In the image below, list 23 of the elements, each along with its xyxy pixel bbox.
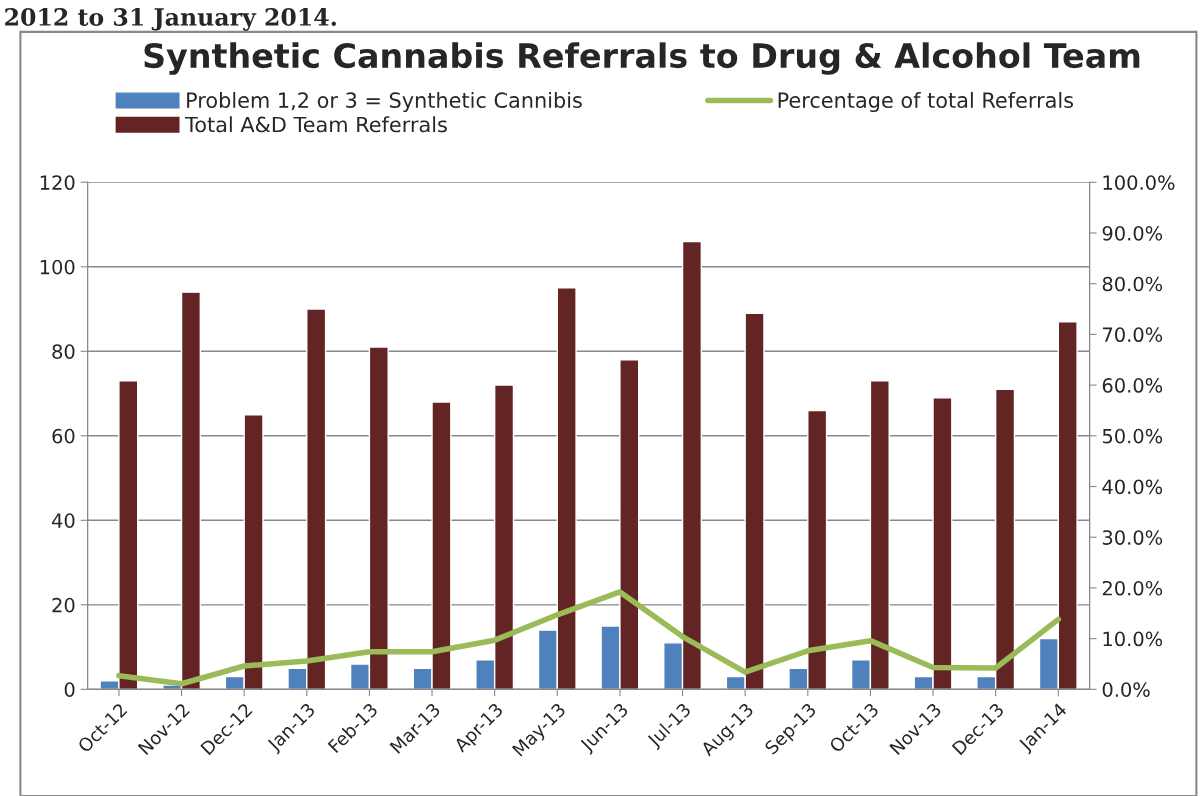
text: 2012 to 31 January 2014. bbox=[5, 8, 336, 31]
y2-tick-label: 50.0% bbox=[1102, 428, 1163, 444]
y2-tick-label: 70.0% bbox=[1103, 327, 1163, 343]
y-tick-label: 40 bbox=[52, 513, 75, 528]
y-tick-label: 100 bbox=[40, 259, 75, 275]
y-tick-label: 20 bbox=[52, 597, 75, 613]
y2-tick-label: 100.0% bbox=[1103, 175, 1175, 190]
y-tick-label: 80 bbox=[52, 344, 75, 359]
y2-tick-label: 30.0% bbox=[1102, 530, 1163, 545]
y2-tick-label: 20.0% bbox=[1102, 580, 1163, 596]
y2-tick-label: 80.0% bbox=[1102, 276, 1163, 292]
chart-title: Synthetic Cannabis Referrals to Drug & Alcohol Team bbox=[144, 42, 1140, 75]
y-tick-label: 0 bbox=[64, 682, 75, 697]
y2-tick-label: 40.0% bbox=[1102, 479, 1163, 495]
legend-label: Total A&D Team Referrals bbox=[185, 116, 447, 133]
y2-tick-label: 90.0% bbox=[1102, 225, 1163, 241]
y-tick-label: 60 bbox=[52, 428, 75, 444]
legend-label: Percentage of total Referrals bbox=[778, 91, 1074, 113]
y-tick-label: 120 bbox=[40, 175, 75, 190]
y2-tick-label: 10.0% bbox=[1103, 631, 1163, 647]
legend-label: Problem 1,2 or 3 = Synthetic Cannibis bbox=[187, 91, 582, 113]
y2-tick-label: 60.0% bbox=[1102, 378, 1163, 393]
y2-tick-label: 0.0% bbox=[1102, 682, 1150, 697]
